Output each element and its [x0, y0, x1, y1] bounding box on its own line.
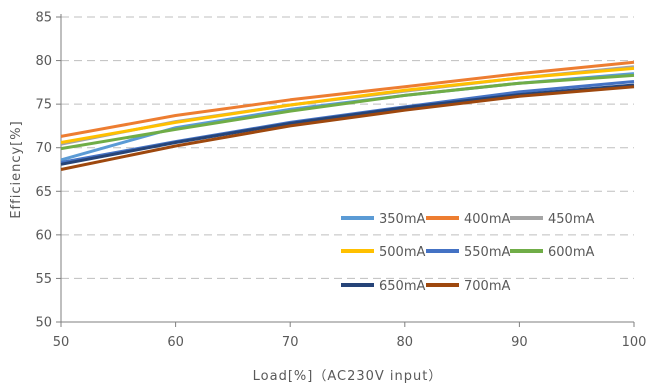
x-tick-label-70: 70 — [282, 335, 299, 350]
y-tick-label-80: 80 — [35, 54, 52, 69]
y-tick-label-50: 50 — [35, 316, 52, 331]
x-tick-label-100: 100 — [622, 335, 647, 350]
series-line-450mA — [60, 65, 635, 146]
x-axis-title: Load[%]（AC230V input） — [253, 369, 443, 384]
legend-label-500mA: 500mA — [379, 245, 425, 260]
x-tick-label-90: 90 — [511, 335, 528, 350]
x-tick-label-60: 60 — [167, 335, 184, 350]
y-tick-label-75: 75 — [35, 98, 52, 113]
x-tick-label-50: 50 — [53, 335, 70, 350]
series-line-700mA — [60, 85, 635, 171]
y-tick-label-70: 70 — [35, 141, 52, 156]
y-tick-label-85: 85 — [35, 11, 52, 26]
series-line-600mA — [60, 73, 635, 151]
legend-label-400mA: 400mA — [464, 212, 510, 227]
series-line-400mA — [60, 60, 635, 138]
y-tick-label-60: 60 — [35, 228, 52, 243]
series-line-650mA — [60, 83, 635, 166]
y-tick-label-65: 65 — [35, 185, 52, 200]
legend-label-550mA: 550mA — [464, 245, 510, 260]
y-tick-label-55: 55 — [35, 272, 52, 287]
y-axis-title: Efficiency[%] — [9, 120, 24, 218]
legend-label-600mA: 600mA — [548, 245, 594, 260]
legend-label-650mA: 650mA — [379, 279, 425, 294]
legend-label-350mA: 350mA — [379, 212, 425, 227]
legend-label-700mA: 700mA — [464, 279, 510, 294]
legend-label-450mA: 450mA — [548, 212, 594, 227]
series-line-500mA — [60, 66, 635, 144]
x-tick-label-80: 80 — [397, 335, 414, 350]
